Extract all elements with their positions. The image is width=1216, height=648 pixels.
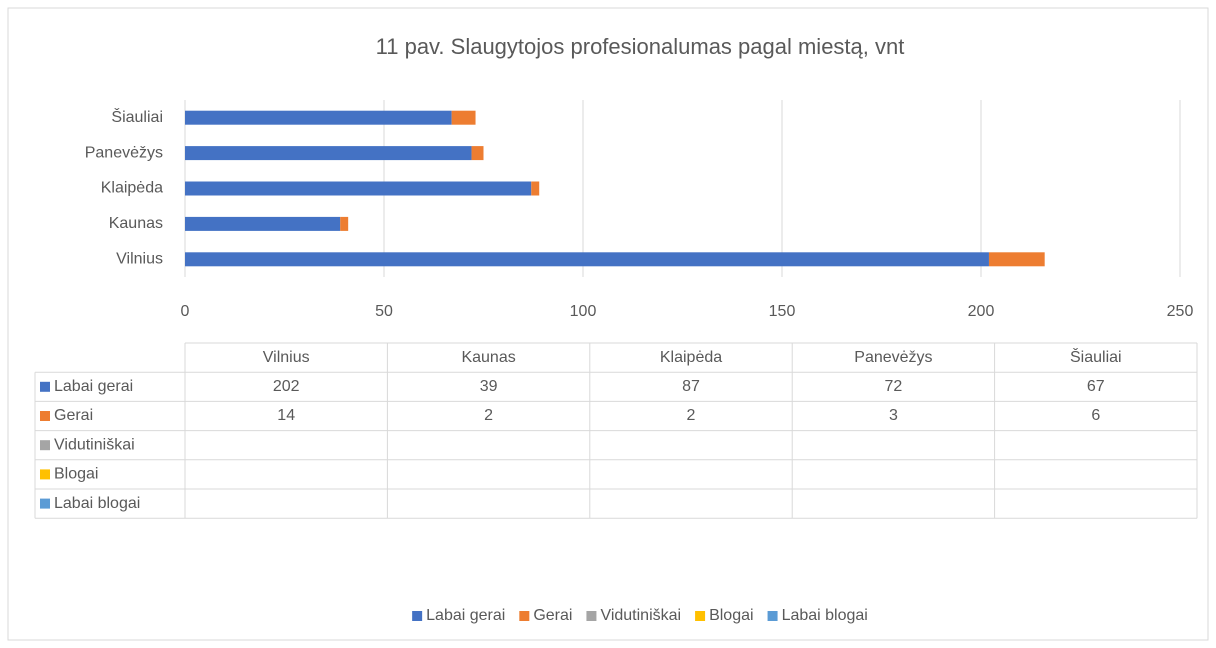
x-tick-label: 0 xyxy=(181,303,190,320)
x-tick-label: 100 xyxy=(570,303,597,320)
legend-label: Labai gerai xyxy=(426,607,505,624)
bar xyxy=(451,110,476,125)
bar xyxy=(340,216,349,231)
y-tick-label: Panevėžys xyxy=(85,144,163,161)
table-header: Šiauliai xyxy=(1070,347,1122,366)
table-cell: 2 xyxy=(484,407,493,424)
table-row-label: Vidutiniškai xyxy=(54,436,135,453)
table-row-label: Blogai xyxy=(54,466,98,483)
x-tick-label: 250 xyxy=(1167,303,1194,320)
table-cell: 72 xyxy=(885,378,903,395)
table-cell: 3 xyxy=(889,407,898,424)
table-cell: 6 xyxy=(1091,407,1100,424)
bar xyxy=(185,216,341,231)
legend-swatch xyxy=(412,611,423,621)
table-row-label: Gerai xyxy=(54,407,93,424)
table-row-label: Labai blogai xyxy=(54,495,140,512)
table-cell: 2 xyxy=(687,407,696,424)
bar xyxy=(185,252,989,267)
legend-swatch xyxy=(40,498,50,509)
table-cell: 67 xyxy=(1087,378,1105,395)
table-header: Vilnius xyxy=(263,349,310,366)
y-tick-label: Kaunas xyxy=(109,215,163,232)
bar xyxy=(471,146,484,161)
legend-label: Labai blogai xyxy=(782,607,868,624)
bar xyxy=(988,252,1045,267)
bar xyxy=(185,181,532,196)
legend-swatch xyxy=(767,611,778,621)
chart-border xyxy=(7,7,1209,641)
y-tick-label: Šiauliai xyxy=(111,107,163,126)
table-header: Panevėžys xyxy=(854,349,932,366)
bar xyxy=(185,110,452,125)
x-tick-label: 150 xyxy=(769,303,796,320)
x-tick-label: 50 xyxy=(375,303,393,320)
legend-label: Gerai xyxy=(533,607,572,624)
table-cell: 14 xyxy=(277,407,295,424)
bar xyxy=(531,181,540,196)
legend-swatch xyxy=(40,469,50,480)
y-tick-label: Klaipėda xyxy=(101,180,163,197)
chart-title: 11 pav. Slaugytojos profesionalumas paga… xyxy=(376,34,905,59)
legend-swatch xyxy=(40,440,50,451)
legend-swatch xyxy=(40,411,50,421)
legend-swatch xyxy=(586,611,597,621)
legend-swatch xyxy=(40,381,50,392)
x-tick-label: 200 xyxy=(968,303,995,320)
table-cell: 39 xyxy=(480,378,498,395)
table-header: Kaunas xyxy=(461,349,515,366)
table-header: Klaipėda xyxy=(660,349,722,366)
legend-label: Blogai xyxy=(709,607,753,624)
legend-label: Vidutiniškai xyxy=(600,607,681,624)
table-row-label: Labai gerai xyxy=(54,378,133,395)
legend-swatch xyxy=(519,611,530,621)
legend-swatch xyxy=(695,611,706,621)
bar xyxy=(185,146,472,161)
table-cell: 87 xyxy=(682,378,700,395)
y-tick-label: Vilnius xyxy=(116,251,163,268)
table-cell: 202 xyxy=(273,378,300,395)
